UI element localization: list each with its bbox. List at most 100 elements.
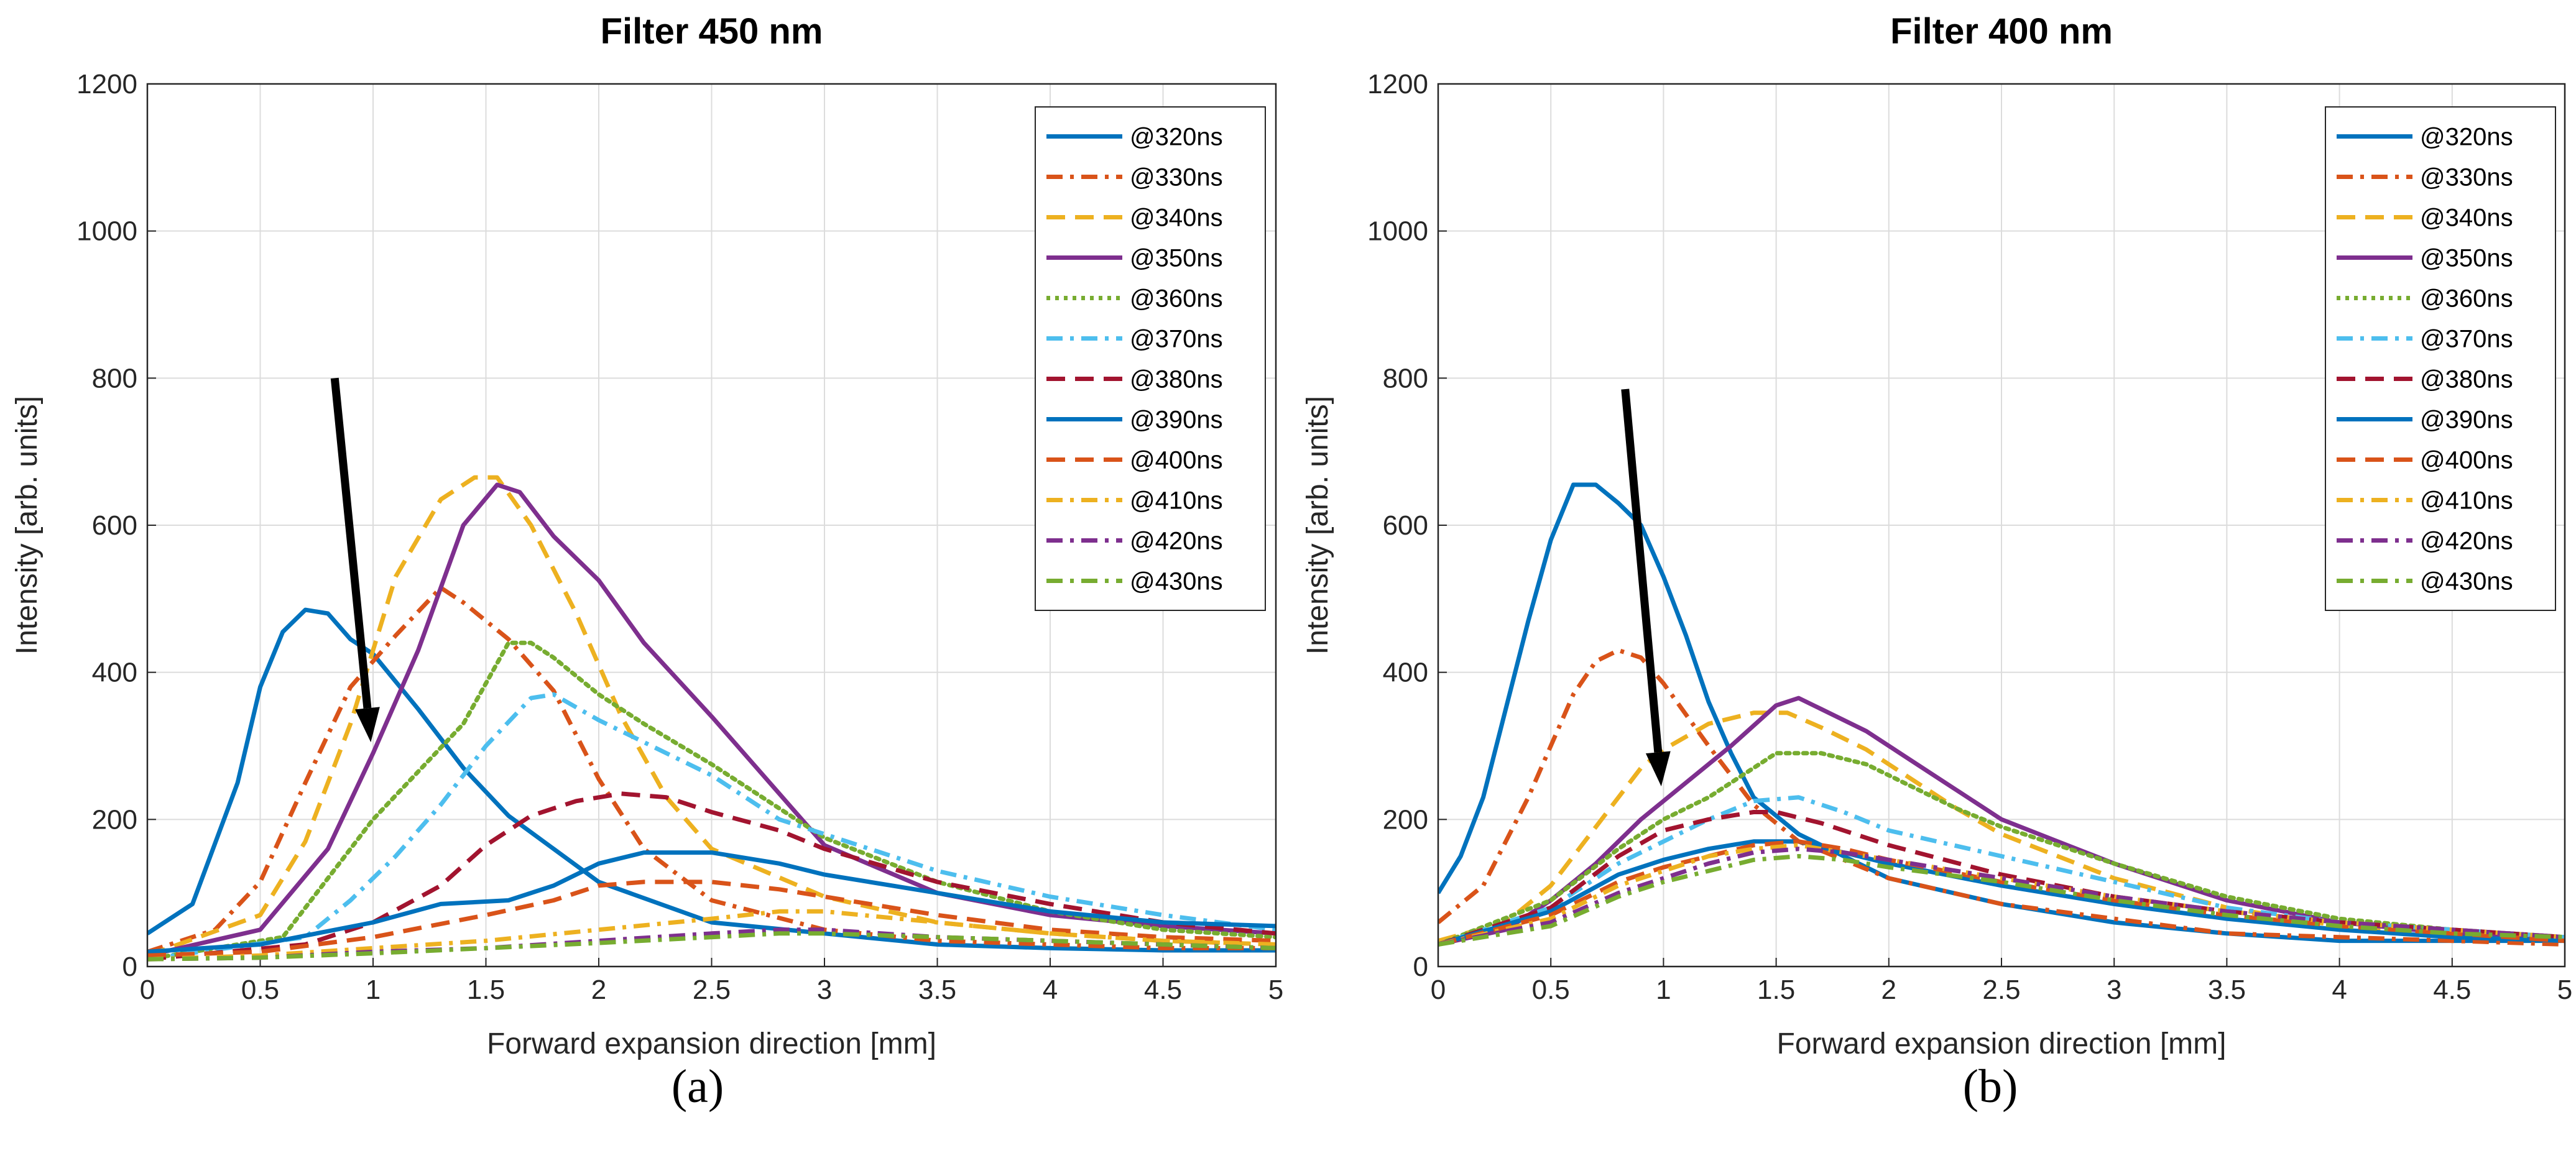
series-line-380ns <box>1438 810 2565 947</box>
x-tick-label: 3.5 <box>2208 975 2246 1005</box>
x-tick-label: 4 <box>1043 975 1058 1005</box>
legend-label: @360ns <box>2420 285 2513 313</box>
caption-panel-b: (b) <box>1962 1060 2018 1113</box>
y-tick-label: 1200 <box>1367 69 1428 99</box>
x-tick-label: 2.5 <box>693 975 731 1005</box>
series-line-360ns <box>147 640 1276 962</box>
legend-label: @370ns <box>1130 326 1223 353</box>
y-axis-label: Intensity [arb. units] <box>11 396 44 655</box>
legend-label: @390ns <box>1130 407 1223 434</box>
legend-label: @340ns <box>1130 204 1223 232</box>
legend-label: @400ns <box>2420 447 2513 474</box>
axes-box <box>1437 83 2566 968</box>
y-tick-label: 200 <box>1383 804 1428 835</box>
caption-panel-a: (a) <box>671 1060 724 1113</box>
series-line-370ns <box>147 692 1276 962</box>
x-tick-label: 0.5 <box>1532 975 1570 1005</box>
series-group <box>1438 482 2565 947</box>
series-line-430ns <box>1438 854 2565 947</box>
series-line-410ns <box>147 909 1276 962</box>
y-tick-label: 200 <box>92 804 137 835</box>
axes-box <box>146 83 1277 968</box>
y-axis-label: Intensity [arb. units] <box>1301 396 1334 655</box>
legend-label: @430ns <box>2420 568 2513 595</box>
series-line-350ns <box>1438 696 2565 947</box>
x-tick-label: 5 <box>2557 975 2572 1005</box>
y-tick-label: 600 <box>92 510 137 541</box>
arrow-head <box>355 707 380 743</box>
x-tick-label: 1.5 <box>467 975 505 1005</box>
series-line-390ns <box>147 850 1276 954</box>
legend-label: @410ns <box>1130 487 1223 515</box>
arrow-shaft <box>330 377 372 709</box>
legend-label: @320ns <box>1130 124 1223 151</box>
chart-title: Filter 450 nm <box>601 11 823 52</box>
arrow-shaft <box>1621 388 1663 753</box>
x-tick-label: 3 <box>2107 975 2121 1005</box>
x-tick-label: 1 <box>1656 975 1671 1005</box>
legend: @320ns @330ns @340ns @350ns @360ns @370ns @380… <box>2325 106 2556 611</box>
x-tick-label: 1.5 <box>1757 975 1795 1005</box>
series-group <box>147 475 1276 962</box>
chart-panel-b: 0 0.5 1 1.5 2 2.5 3 3.5 4 4.5 5 0 200 400 600 800 1000 12… <box>1301 11 2572 1060</box>
x-tick-label: 4.5 <box>1144 975 1182 1005</box>
x-tick-label: 3.5 <box>918 975 956 1005</box>
x-tick-label: 0 <box>140 975 155 1005</box>
legend-label: @340ns <box>2420 204 2513 232</box>
y-tick-label: 800 <box>92 363 137 393</box>
y-tick-label: 800 <box>1383 363 1428 393</box>
x-tick-label: 2 <box>591 975 606 1005</box>
series-line-420ns <box>147 927 1276 962</box>
x-tick-label: 0.5 <box>241 975 279 1005</box>
x-tick-label: 5 <box>1268 975 1283 1005</box>
series-line-320ns <box>147 607 1276 953</box>
x-tick-label: 2 <box>1881 975 1896 1005</box>
series-line-320ns <box>1438 482 2565 944</box>
legend-label: @430ns <box>1130 568 1223 595</box>
legend-label: @330ns <box>2420 164 2513 191</box>
series-line-360ns <box>1438 751 2565 947</box>
legend-label: @410ns <box>2420 487 2513 515</box>
arrow-head <box>1645 751 1671 787</box>
y-tick-label: 0 <box>122 952 137 982</box>
y-tick-label: 400 <box>92 658 137 688</box>
x-axis-label: Forward expansion direction [mm] <box>1777 1027 2227 1060</box>
legend-label: @350ns <box>2420 245 2513 272</box>
legend-label: @380ns <box>2420 366 2513 393</box>
legend-label: @330ns <box>1130 164 1223 191</box>
y-tick-label: 1000 <box>1367 216 1428 247</box>
x-axis-label: Forward expansion direction [mm] <box>487 1027 936 1060</box>
x-tick-label: 4.5 <box>2433 975 2471 1005</box>
y-tick-label: 600 <box>1383 510 1428 541</box>
chart-panel-a: 0 0.5 1 1.5 2 2.5 3 3.5 4 4.5 5 0 200 400 600 800 1000 12… <box>11 11 1283 1060</box>
series-line-330ns <box>1438 648 2565 947</box>
legend: @320ns @330ns @340ns @350ns @360ns @370ns @380… <box>1035 106 1266 611</box>
legend-box <box>1035 106 1266 611</box>
legend-label: @400ns <box>1130 447 1223 474</box>
x-tick-label: 2.5 <box>1982 975 2020 1005</box>
legend-label: @360ns <box>1130 285 1223 313</box>
x-tick-label: 4 <box>2332 975 2347 1005</box>
legend-label: @370ns <box>2420 326 2513 353</box>
legend-box <box>2325 106 2556 611</box>
x-tick-label: 0 <box>1431 975 1446 1005</box>
legend-label: @380ns <box>1130 366 1223 393</box>
series-line-330ns <box>147 586 1276 954</box>
legend-label: @420ns <box>1130 528 1223 555</box>
legend-label: @350ns <box>1130 245 1223 272</box>
y-tick-label: 0 <box>1413 952 1428 982</box>
series-line-430ns <box>147 931 1276 962</box>
x-tick-label: 3 <box>817 975 832 1005</box>
y-tick-label: 1000 <box>76 216 137 247</box>
y-tick-label: 1200 <box>76 69 137 99</box>
x-tick-label: 1 <box>366 975 381 1005</box>
legend-label: @390ns <box>2420 407 2513 434</box>
series-line-380ns <box>147 791 1276 962</box>
series-line-420ns <box>1438 847 2565 947</box>
chart-title: Filter 400 nm <box>1890 11 2113 52</box>
y-tick-label: 400 <box>1383 658 1428 688</box>
series-line-400ns <box>147 880 1276 958</box>
legend-label: @420ns <box>2420 528 2513 555</box>
legend-label: @320ns <box>2420 124 2513 151</box>
